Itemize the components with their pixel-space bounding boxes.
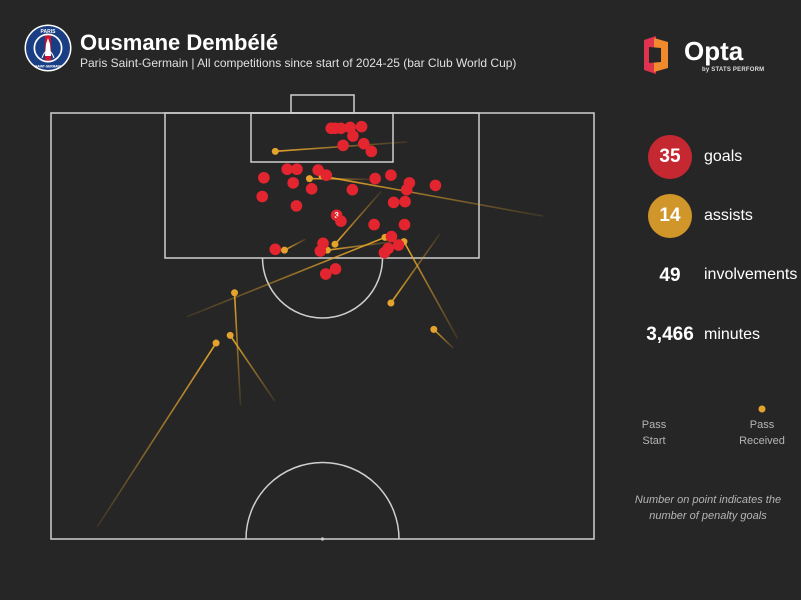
chart-subtitle: Paris Saint-Germain | All competitions s… xyxy=(80,56,517,70)
goal-point xyxy=(290,200,303,212)
assist-pass-line xyxy=(327,240,393,251)
assist-pass-line xyxy=(186,236,386,318)
assist-pass-line xyxy=(403,241,459,340)
goal-point xyxy=(365,145,378,158)
legend-pass-start: Pass Start xyxy=(630,417,678,449)
assists-layer xyxy=(96,141,544,528)
goal-point xyxy=(335,122,347,135)
minutes-label: minutes xyxy=(704,326,761,343)
goal-point xyxy=(368,218,380,231)
goal-point xyxy=(337,139,349,152)
assist-received-point xyxy=(387,299,395,307)
assist-pass-line xyxy=(309,177,370,181)
chart-title: Ousmane Dembélé xyxy=(80,30,279,55)
assist-received-point xyxy=(231,289,239,297)
assists-label: assists xyxy=(704,207,753,224)
assist-pass-line xyxy=(284,238,307,251)
involvements-count: 49 xyxy=(659,265,681,286)
opta-brand-name: Opta xyxy=(684,36,744,66)
crest-text-bottom: SAINT-GERMAIN xyxy=(35,65,61,69)
assist-pass-line xyxy=(233,292,242,406)
assist-received-point xyxy=(280,246,288,254)
goals-badge: 35 xyxy=(648,135,692,179)
psg-crest-logo: PARIS SAINT-GERMAIN xyxy=(24,24,72,72)
involvements-label: involvements xyxy=(704,266,798,283)
pass-received-dot xyxy=(758,405,766,413)
goal-point xyxy=(369,172,381,185)
assist-received-point xyxy=(226,331,234,339)
legend-start-line2: Start xyxy=(642,435,666,447)
goal-point xyxy=(398,218,411,231)
minutes-count: 3,466 xyxy=(646,324,694,345)
goal-point xyxy=(355,120,368,133)
goal-point xyxy=(385,169,397,181)
assist-pass-line xyxy=(334,190,382,245)
goal-point xyxy=(329,263,342,275)
goal-point xyxy=(385,230,398,243)
assist-pass-line xyxy=(229,334,276,402)
goal-point xyxy=(429,179,442,192)
goal-point xyxy=(400,183,413,196)
goal-point xyxy=(399,195,411,208)
penalty-count-label: 3 xyxy=(334,211,339,220)
goal-point xyxy=(392,239,405,251)
opta-brand-by: by STATS PERFORM xyxy=(702,67,765,73)
penalty-arc xyxy=(261,257,384,319)
goal-point xyxy=(281,163,294,176)
goal-point xyxy=(269,243,282,256)
goal-point xyxy=(357,137,370,150)
assist-received-point xyxy=(271,147,279,155)
centre-circle xyxy=(245,461,400,540)
pass-legend-line xyxy=(654,405,766,413)
legend-end-line2: Received xyxy=(739,435,785,447)
goal xyxy=(290,94,355,114)
opta-logo-icon xyxy=(644,36,668,74)
assists-count: 14 xyxy=(659,205,681,226)
goal-point xyxy=(320,169,333,181)
assist-received-point xyxy=(430,325,438,333)
centre-spot xyxy=(320,537,325,541)
crest-text-top: PARIS xyxy=(41,29,57,35)
legend-pass-received: Pass Received xyxy=(734,417,790,449)
legend-end-line1: Pass xyxy=(749,419,775,431)
goals-label: goals xyxy=(704,148,743,165)
assist-received-point xyxy=(331,240,339,248)
goal-point xyxy=(258,171,270,184)
assists-badge: 14 xyxy=(648,194,692,238)
goals-count: 35 xyxy=(659,146,681,167)
goal-point xyxy=(382,242,395,255)
goal-point xyxy=(346,183,359,196)
goals-layer: 3 xyxy=(256,120,442,280)
legend-start-line1: Pass xyxy=(641,419,667,431)
goal-point xyxy=(314,245,327,257)
goal-point xyxy=(287,177,299,189)
penalty-note: Number on point indicates the number of … xyxy=(634,494,782,522)
goal-point xyxy=(335,215,347,228)
goal-point xyxy=(305,183,318,195)
assist-pass-line xyxy=(390,233,441,304)
goal-point xyxy=(319,268,332,280)
goal-point xyxy=(291,163,303,176)
assist-pass-line xyxy=(433,328,454,349)
assist-pass-line xyxy=(96,342,217,528)
assist-received-point xyxy=(305,175,313,183)
goal-point xyxy=(347,130,359,142)
goal-point xyxy=(387,196,400,209)
goal-point xyxy=(256,190,269,203)
assist-pass-line xyxy=(321,175,544,217)
assist-received-point xyxy=(212,339,220,347)
